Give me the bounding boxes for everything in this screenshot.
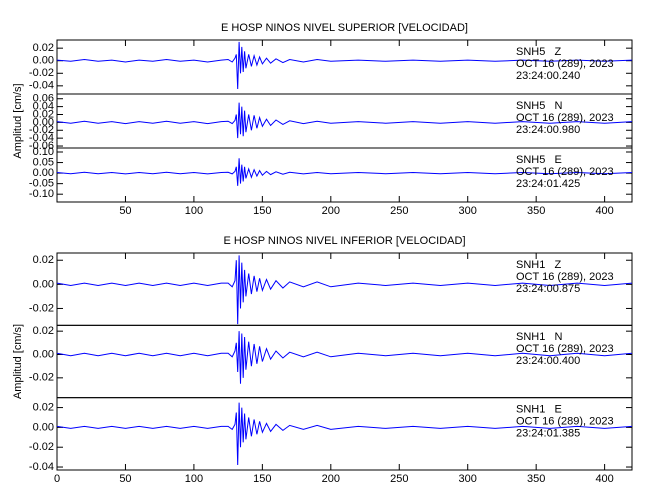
- annotation: 23:24:00.400: [516, 355, 580, 367]
- station-label: SNH5 N: [516, 100, 563, 112]
- y-tick-label: -0.02: [29, 372, 54, 384]
- y-tick-label: -0.04: [29, 80, 54, 92]
- x-tick-label: 150: [253, 205, 271, 217]
- x-tick-label: 350: [527, 205, 545, 217]
- y-tick-label: 0.00: [33, 348, 54, 360]
- annotation: 23:24:00.240: [516, 70, 580, 82]
- annotation: 23:24:00.980: [516, 124, 580, 136]
- y-tick-label: 0.02: [33, 401, 54, 413]
- y-tick-label: -0.04: [29, 132, 54, 144]
- y-tick-label: 0.05: [33, 156, 54, 168]
- y-tick-label: -0.10: [29, 188, 54, 200]
- y-axis-label: Amplitud [cm/s]: [12, 83, 24, 158]
- y-tick-label: -0.02: [29, 302, 54, 314]
- panel-frame: [56, 397, 633, 471]
- x-tick-label: 100: [185, 473, 203, 485]
- x-tick-label: 150: [253, 473, 271, 485]
- annotation: OCT 16 (289), 2023: [516, 271, 614, 283]
- station-label: SNH1 Z: [516, 259, 562, 271]
- x-tick-label: 250: [390, 205, 408, 217]
- y-tick-label: -0.02: [29, 67, 54, 79]
- waveform: [56, 158, 633, 186]
- y-tick-label: -0.05: [29, 178, 54, 190]
- y-tick-label: 0.00: [33, 116, 54, 128]
- y-tick-label: 0.02: [33, 325, 54, 337]
- y-tick-label: 0.02: [33, 254, 54, 266]
- x-tick-label: 200: [322, 473, 340, 485]
- annotation: 23:24:01.385: [516, 428, 580, 440]
- annotation: 23:24:00.875: [516, 283, 580, 295]
- x-tick-label: 400: [595, 473, 613, 485]
- annotation: OCT 16 (289), 2023: [516, 58, 614, 70]
- y-tick-label: 0.06: [33, 93, 54, 105]
- y-tick-label: 0.00: [33, 421, 54, 433]
- y-tick-label: 0.02: [33, 108, 54, 120]
- y-tick-label: 0.02: [33, 42, 54, 54]
- x-tick-label: 400: [595, 205, 613, 217]
- x-tick-label: 250: [390, 473, 408, 485]
- waveform: [56, 255, 633, 325]
- waveform: [56, 402, 633, 466]
- x-tick-label: 350: [527, 473, 545, 485]
- y-tick-label: 0.04: [33, 101, 54, 113]
- x-tick-label: 50: [119, 473, 131, 485]
- y-tick-label: 0.10: [33, 146, 54, 158]
- x-tick-label: 0: [54, 473, 60, 485]
- chart-title: E HOSP NINOS NIVEL SUPERIOR [VELOCIDAD]: [221, 22, 468, 34]
- x-tick-label: 100: [185, 205, 203, 217]
- y-tick-label: -0.02: [29, 124, 54, 136]
- x-tick-label: 200: [322, 205, 340, 217]
- panel-frame: [56, 147, 633, 203]
- y-tick-label: -0.04: [29, 461, 54, 473]
- annotation: OCT 16 (289), 2023: [516, 112, 614, 124]
- annotation: OCT 16 (289), 2023: [516, 166, 614, 178]
- annotation: 23:24:01.425: [516, 178, 580, 190]
- x-tick-label: 50: [119, 205, 131, 217]
- x-tick-label: 300: [459, 205, 477, 217]
- y-tick-label: 0.00: [33, 167, 54, 179]
- x-tick-label: 300: [459, 473, 477, 485]
- waveform: [56, 41, 633, 90]
- chart-title: E HOSP NINOS NIVEL INFERIOR [VELOCIDAD]: [223, 235, 465, 247]
- annotation: OCT 16 (289), 2023: [516, 416, 614, 428]
- waveform: [56, 331, 633, 384]
- station-label: SNH5 E: [516, 154, 562, 166]
- y-tick-label: 0.00: [33, 278, 54, 290]
- y-tick-label: 0.00: [33, 55, 54, 67]
- annotation: OCT 16 (289), 2023: [516, 343, 614, 355]
- station-label: SNH1 E: [516, 404, 562, 416]
- station-label: SNH1 N: [516, 331, 563, 343]
- y-tick-label: -0.06: [29, 140, 54, 152]
- y-axis-label: Amplitud [cm/s]: [12, 324, 24, 399]
- waveform: [56, 102, 633, 139]
- station-label: SNH5 Z: [516, 46, 562, 58]
- y-tick-label: -0.02: [29, 441, 54, 453]
